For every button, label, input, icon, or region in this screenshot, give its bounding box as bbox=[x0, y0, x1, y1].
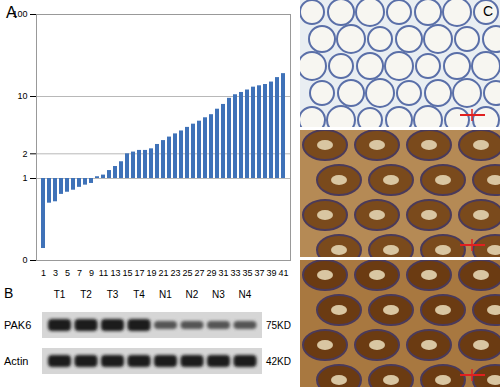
svg-text:13: 13 bbox=[110, 268, 120, 278]
svg-text:3: 3 bbox=[53, 268, 58, 278]
svg-text:5: 5 bbox=[65, 268, 70, 278]
svg-text:15: 15 bbox=[122, 268, 132, 278]
svg-text:0: 0 bbox=[22, 255, 27, 265]
svg-text:N4: N4 bbox=[239, 289, 252, 300]
svg-text:23: 23 bbox=[170, 268, 180, 278]
svg-text:T2: T2 bbox=[80, 289, 92, 300]
svg-text:9: 9 bbox=[89, 268, 94, 278]
svg-text:T4: T4 bbox=[133, 289, 145, 300]
svg-text:PAK6: PAK6 bbox=[4, 319, 31, 331]
svg-text:11: 11 bbox=[99, 268, 108, 278]
svg-text:39: 39 bbox=[266, 268, 276, 278]
svg-text:31: 31 bbox=[218, 268, 228, 278]
svg-text:21: 21 bbox=[158, 268, 168, 278]
svg-text:37: 37 bbox=[254, 268, 264, 278]
svg-text:1: 1 bbox=[22, 173, 27, 183]
svg-text:10: 10 bbox=[17, 91, 27, 101]
svg-text:N1: N1 bbox=[159, 289, 172, 300]
svg-text:1: 1 bbox=[41, 268, 46, 278]
svg-text:41: 41 bbox=[278, 268, 288, 278]
svg-text:42KD: 42KD bbox=[266, 356, 291, 367]
svg-text:7: 7 bbox=[77, 268, 82, 278]
svg-text:33: 33 bbox=[230, 268, 240, 278]
svg-text:2: 2 bbox=[22, 149, 27, 159]
svg-text:N3: N3 bbox=[212, 289, 225, 300]
svg-text:27: 27 bbox=[194, 268, 204, 278]
svg-text:Actin: Actin bbox=[4, 355, 28, 367]
svg-text:25: 25 bbox=[182, 268, 192, 278]
svg-text:C: C bbox=[483, 3, 493, 19]
svg-text:T1: T1 bbox=[54, 289, 66, 300]
svg-text:N2: N2 bbox=[186, 289, 199, 300]
svg-text:35: 35 bbox=[242, 268, 252, 278]
svg-text:19: 19 bbox=[146, 268, 156, 278]
svg-text:B: B bbox=[4, 285, 13, 301]
svg-text:29: 29 bbox=[206, 268, 216, 278]
svg-text:17: 17 bbox=[134, 268, 144, 278]
svg-text:T3: T3 bbox=[107, 289, 119, 300]
svg-text:75KD: 75KD bbox=[266, 320, 291, 331]
